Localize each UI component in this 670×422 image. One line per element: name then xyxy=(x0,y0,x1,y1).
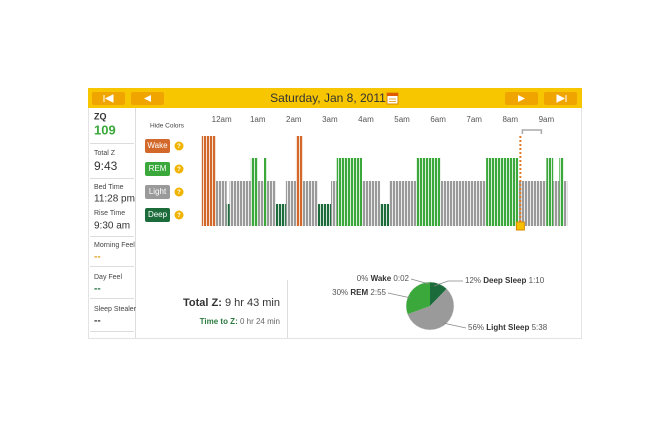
legend-label: Wake xyxy=(147,141,168,150)
legend-item[interactable]: Light? xyxy=(145,185,184,199)
bed-value: 11:28 pm xyxy=(94,194,135,205)
pie-category: Deep Sleep xyxy=(483,276,526,285)
nav-first[interactable] xyxy=(92,92,125,105)
pie-label: 56% Light Sleep 5:38 xyxy=(468,323,548,332)
time-to-z-value: 0 hr 24 min xyxy=(240,317,280,326)
legend-label: Deep xyxy=(148,210,168,219)
legend-item[interactable]: REM? xyxy=(145,162,184,176)
legend-label: Light xyxy=(149,187,167,196)
bed-label: Bed Time xyxy=(94,184,124,191)
x-tick-label: 2am xyxy=(286,115,302,124)
pie-category: Wake xyxy=(371,274,392,283)
nav-next[interactable] xyxy=(505,92,538,105)
time-to-z-label: Time to Z: xyxy=(200,317,238,326)
hide-colors[interactable]: Hide Colors xyxy=(150,123,185,130)
help-icon xyxy=(174,187,184,197)
rise-label: Rise Time xyxy=(94,210,125,217)
total-z-value: 9 hr 43 min xyxy=(225,297,280,309)
stealer-label: Sleep Stealer xyxy=(94,306,137,313)
legend-swatch xyxy=(145,139,170,153)
legend-item[interactable]: Wake? xyxy=(145,139,184,153)
legend-label: REM xyxy=(149,164,167,173)
leader-line xyxy=(442,322,467,329)
total-value: 9:43 xyxy=(94,159,118,173)
pie-duration: 2:55 xyxy=(370,288,386,297)
stripe-overlay xyxy=(198,130,570,228)
help-icon xyxy=(174,210,184,220)
help-icon-glyph: ? xyxy=(177,144,181,150)
leader-line xyxy=(433,280,463,287)
day-value: -- xyxy=(94,284,101,295)
help-icon-glyph: ? xyxy=(177,190,181,196)
x-tick-label: 4am xyxy=(358,115,374,124)
help-icon-glyph: ? xyxy=(177,213,181,219)
time-to-z: Time to Z: 0 hr 24 min xyxy=(200,317,280,326)
x-tick-label: 9am xyxy=(539,115,555,124)
legend-item[interactable]: Deep? xyxy=(145,208,184,222)
morning-value: -- xyxy=(94,252,101,263)
day-label: Day Feel xyxy=(94,274,122,281)
legend-swatch xyxy=(145,162,170,176)
pie-outline xyxy=(405,281,455,331)
leader-line xyxy=(387,292,412,299)
pie-percent: 30% xyxy=(332,288,348,297)
total-label: Total Z xyxy=(94,150,116,157)
help-icon xyxy=(174,164,184,174)
morning-label: Morning Feel xyxy=(94,242,135,249)
x-tick-label: 6am xyxy=(430,115,446,124)
date: Saturday, Jan 8, 2011 xyxy=(270,91,386,105)
pie-category: REM xyxy=(350,288,368,297)
pie-percent: 56% xyxy=(468,323,484,332)
cursor-bracket xyxy=(521,129,543,134)
pie-label: 0% Wake 0:02 xyxy=(357,274,410,283)
pie-label: 30% REM 2:55 xyxy=(332,288,386,297)
x-tick-label: 7am xyxy=(466,115,482,124)
x-tick-label: 5am xyxy=(394,115,410,124)
pie-slice xyxy=(405,282,430,315)
zq-value: 109 xyxy=(94,122,116,137)
x-tick-label: 8am xyxy=(502,115,518,124)
pie-slice xyxy=(430,282,447,306)
legend-swatch xyxy=(145,185,170,199)
nav-last[interactable] xyxy=(544,92,577,105)
help-icon xyxy=(174,141,184,151)
legend-swatch xyxy=(145,208,170,222)
help-icon-glyph: ? xyxy=(177,167,181,173)
pie-duration: 5:38 xyxy=(532,323,548,332)
pie-percent: 12% xyxy=(465,276,481,285)
pie-duration: 0:02 xyxy=(393,274,409,283)
stealer-value: -- xyxy=(94,316,101,327)
pie-duration: 1:10 xyxy=(529,276,545,285)
total-z-label: Total Z: xyxy=(183,297,222,309)
cursor-handle[interactable] xyxy=(515,221,525,231)
pie-label: 12% Deep Sleep 1:10 xyxy=(465,276,545,285)
zq-label: ZQ xyxy=(94,111,107,121)
header-bar xyxy=(88,88,582,108)
pie-percent: 0% xyxy=(357,274,369,283)
calendar-icon[interactable] xyxy=(386,92,399,105)
rise-value: 9:30 am xyxy=(94,221,130,232)
nav-prev[interactable] xyxy=(131,92,164,105)
x-tick-label: 1am xyxy=(250,115,266,124)
x-tick-label: 3am xyxy=(322,115,338,124)
x-tick-label: 12am xyxy=(212,115,232,124)
leader-line xyxy=(410,278,430,285)
total-z: Total Z: 9 hr 43 min xyxy=(183,297,280,309)
pie-slice xyxy=(407,288,454,330)
pie-category: Light Sleep xyxy=(486,323,529,332)
